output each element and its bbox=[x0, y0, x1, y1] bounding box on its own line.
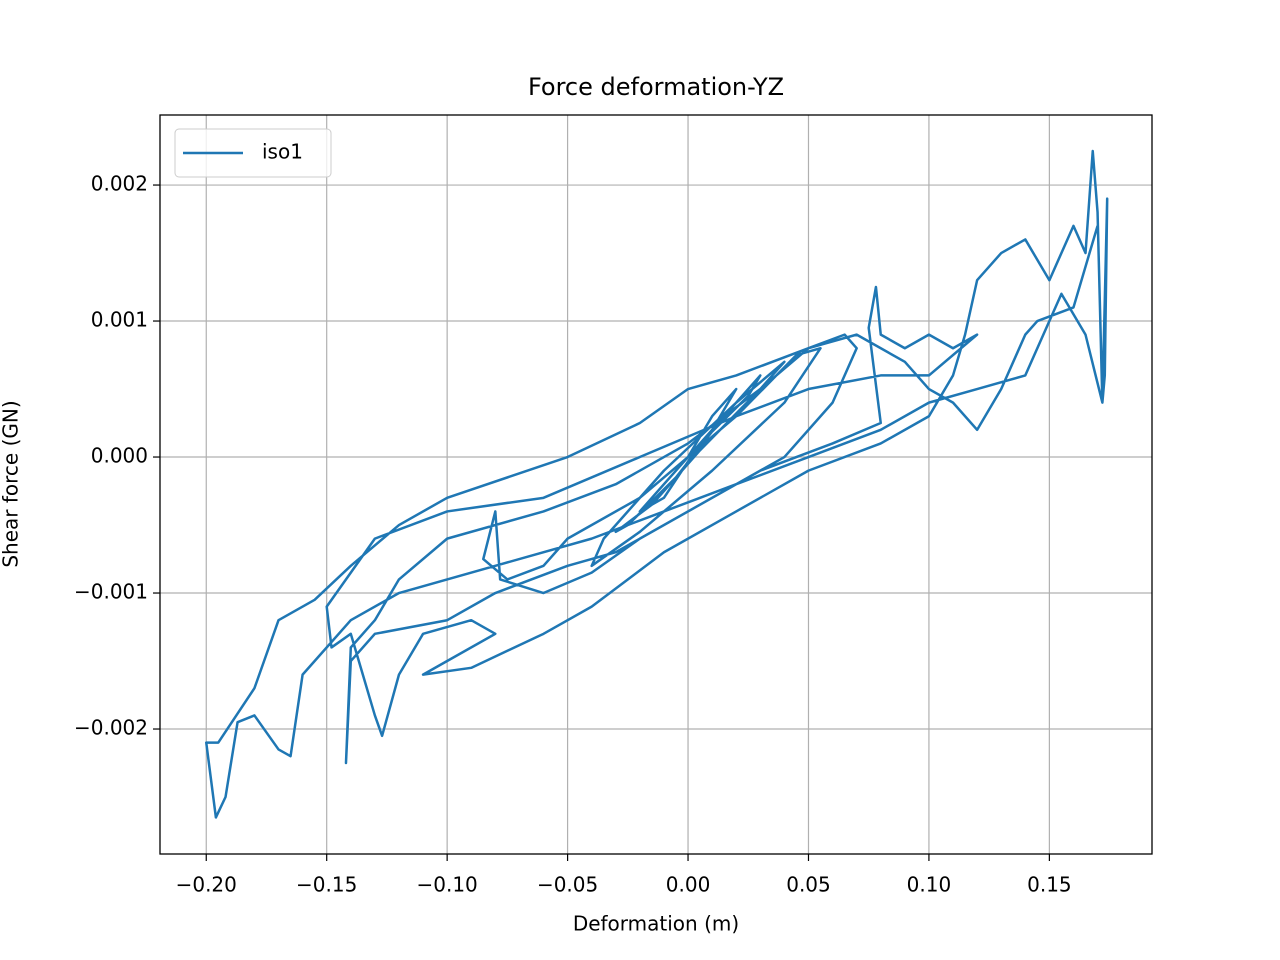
data-line bbox=[205, 149, 1109, 819]
plot-frame bbox=[159, 114, 1153, 855]
y-tick-label: 0.001 bbox=[91, 308, 148, 332]
x-tick-label: −0.20 bbox=[176, 873, 237, 897]
legend-label: iso1 bbox=[262, 140, 303, 164]
x-tick-label: 0.00 bbox=[666, 873, 711, 897]
x-tick-label: −0.05 bbox=[537, 873, 598, 897]
legend-box bbox=[174, 128, 332, 178]
y-tick-label: −0.002 bbox=[74, 716, 148, 740]
y-tick-label: 0.000 bbox=[91, 444, 148, 468]
chart-title: Force deformation-YZ bbox=[528, 73, 784, 101]
x-tick-label: −0.10 bbox=[416, 873, 477, 897]
y-axis-label: Shear force (GN) bbox=[0, 400, 23, 567]
x-tick-label: 0.10 bbox=[907, 873, 952, 897]
x-tick-label: 0.15 bbox=[1027, 873, 1072, 897]
legend: iso1 bbox=[174, 128, 332, 178]
y-tick-label: −0.001 bbox=[74, 580, 148, 604]
x-axis-label: Deformation (m) bbox=[573, 912, 739, 936]
x-tick-label: −0.15 bbox=[296, 873, 357, 897]
y-tick-label: 0.002 bbox=[91, 172, 148, 196]
x-tick-label: 0.05 bbox=[786, 873, 831, 897]
